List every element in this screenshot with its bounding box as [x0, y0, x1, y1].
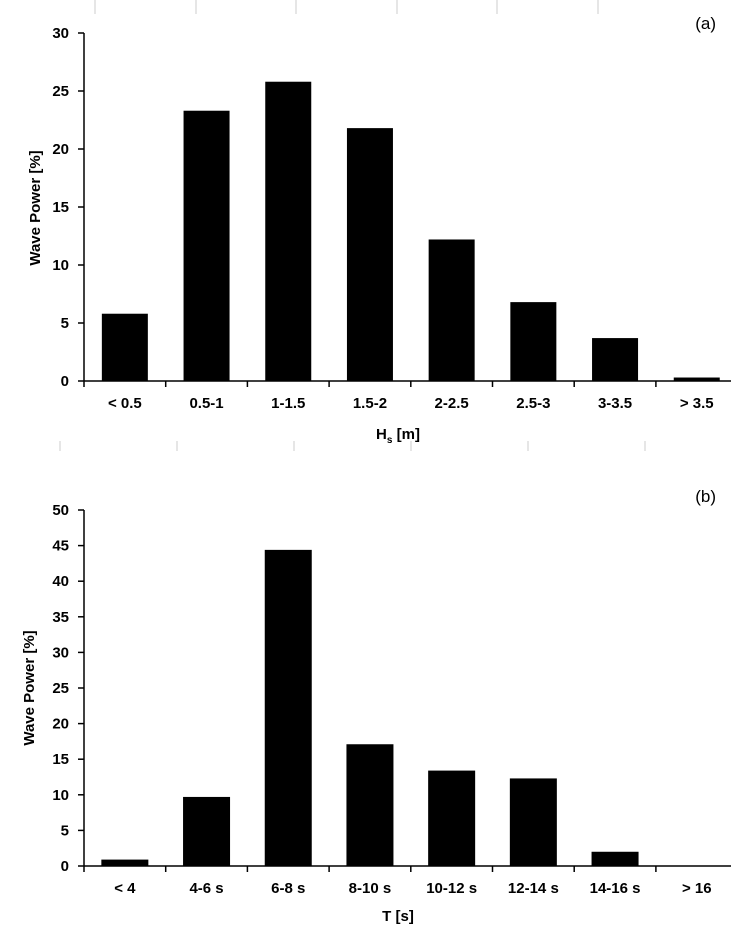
x-axis-title-a: Hs [m]	[376, 426, 420, 446]
y-tick-label-a: 10	[52, 257, 69, 274]
bar-a-1	[183, 110, 230, 381]
x-tick-label-a-7: > 3.5	[680, 395, 714, 412]
bar-b-1	[183, 796, 231, 866]
bar-a-3	[346, 128, 393, 381]
bar-a-6	[592, 338, 639, 381]
x-axis-title-a-sub: s	[387, 435, 393, 446]
x-tick-label-a-3: 1.5-2	[353, 395, 387, 412]
bar-b-3	[346, 744, 394, 866]
y-tick-label-b: 40	[52, 573, 69, 590]
y-tick-label-b: 30	[52, 644, 69, 661]
bar-b-2	[264, 549, 312, 866]
y-axis-title-a: Wave Power [%]	[27, 150, 44, 265]
y-tick-label-a: 30	[52, 25, 69, 42]
x-axis-title-b: T [s]	[382, 908, 414, 925]
y-tick-label-b: 10	[52, 787, 69, 804]
x-axis-title-a-rest: [m]	[392, 426, 420, 443]
x-tick-label-b-0: < 4	[114, 880, 136, 897]
bar-a-4	[428, 239, 475, 381]
y-tick-label-b: 20	[52, 716, 69, 733]
x-tick-label-b-1: 4-6 s	[189, 880, 223, 897]
y-tick-label-a: 15	[52, 199, 69, 216]
chart-panel-a: (a) Wave Power [%] Hs [m] 0 5 10 15 20 25 30 < …	[27, 0, 731, 446]
bar-a-2	[265, 81, 312, 381]
x-tick-label-b-7: > 16	[682, 880, 712, 897]
bar-b-4	[428, 770, 476, 866]
x-axis-title-a-main: H	[376, 426, 387, 443]
y-axis-title-b: Wave Power [%]	[21, 630, 38, 745]
x-tick-label-b-4: 10-12 s	[426, 880, 477, 897]
bar-b-0	[101, 859, 149, 866]
x-tick-label-b-3: 8-10 s	[349, 880, 392, 897]
panel-label-b: (b)	[695, 487, 716, 506]
x-tick-label-a-1: 0.5-1	[189, 395, 223, 412]
x-tick-label-a-6: 3-3.5	[598, 395, 632, 412]
panel-label-a: (a)	[695, 14, 716, 33]
bar-a-5	[510, 302, 557, 381]
bar-b-6	[591, 851, 639, 866]
bar-a-7	[673, 377, 720, 381]
y-tick-label-a: 25	[52, 83, 69, 100]
y-tick-label-a: 20	[52, 141, 69, 158]
y-tick-label-b: 15	[52, 751, 69, 768]
y-tick-label-b: 35	[52, 609, 69, 626]
x-tick-label-a-2: 1-1.5	[271, 395, 305, 412]
x-tick-label-b-2: 6-8 s	[271, 880, 305, 897]
y-tick-label-b: 0	[61, 858, 69, 875]
y-tick-label-b: 45	[52, 538, 69, 555]
y-tick-label-b: 5	[61, 822, 69, 839]
y-tick-label-b: 50	[52, 502, 69, 519]
x-tick-label-a-5: 2.5-3	[516, 395, 550, 412]
bar-b-5	[509, 778, 557, 866]
x-tick-label-b-6: 14-16 s	[590, 880, 641, 897]
y-tick-label-b: 25	[52, 680, 69, 697]
chart-panel-b: (b) Wave Power [%] T [s] 0 5 10 15 20 25 30 35 4…	[21, 441, 731, 925]
bar-a-0	[101, 313, 148, 381]
y-tick-label-a: 0	[61, 373, 69, 390]
y-tick-label-a: 5	[61, 315, 69, 332]
x-tick-label-a-0: < 0.5	[108, 395, 142, 412]
x-tick-label-a-4: 2-2.5	[435, 395, 469, 412]
x-tick-label-b-5: 12-14 s	[508, 880, 559, 897]
